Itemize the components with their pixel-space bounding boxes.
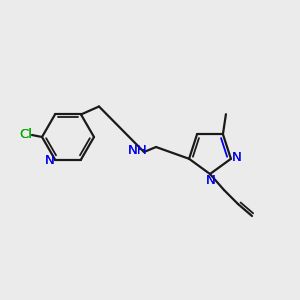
Text: Cl: Cl (20, 128, 32, 142)
Text: N: N (206, 173, 216, 187)
Text: Cl: Cl (20, 128, 32, 142)
Text: NH: NH (128, 145, 148, 158)
Text: N: N (45, 154, 55, 167)
Text: N: N (232, 151, 242, 164)
Text: N: N (45, 154, 55, 167)
Text: NH: NH (128, 145, 148, 158)
Text: N: N (206, 173, 216, 187)
Text: N: N (232, 151, 242, 164)
